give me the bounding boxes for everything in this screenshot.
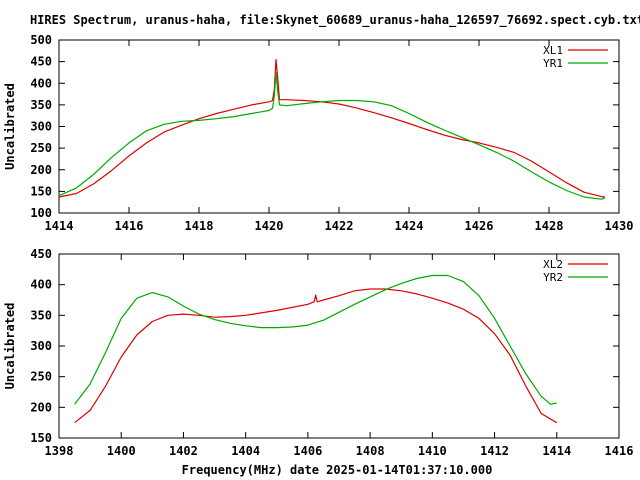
x-tick-label: 1428 [535,219,564,233]
top-panel: 100 150 200 250 300 350 400 450 500 1414 1416 1418 1… [3,33,633,233]
bottom-panel: 150 200 250 300 350 400 450 1398 1400 1402 1404 140… [3,247,633,458]
y-axis-label: Uncalibrated [3,83,17,170]
x-tick-label: 1418 [185,219,214,233]
y-tick-label: 200 [30,400,52,414]
x-tick-label: 1398 [45,444,74,458]
x-tick-label: 1408 [356,444,385,458]
x-tick-label: 1404 [231,444,260,458]
x-tick-label: 1400 [107,444,136,458]
chart-title: HIRES Spectrum, uranus-haha, file:Skynet… [30,13,640,28]
x-axis-label: Frequency(MHz) date 2025-01-14T01:37:10.… [182,463,493,477]
x-tick-label: 1412 [480,444,509,458]
x-tick-label: 1402 [169,444,198,458]
plot-frame [58,39,620,214]
y-tick-label: 150 [30,431,52,445]
plot-frame [58,253,620,439]
legend-label-yr2: YR2 [543,271,563,284]
legend-label-xl1: XL1 [543,44,563,57]
x-tick-label: 1426 [465,219,494,233]
y-tick-label: 100 [30,206,52,220]
y-tick-label: 300 [30,339,52,353]
y-tick-label: 250 [30,141,52,155]
y-tick-label: 350 [30,308,52,322]
y-tick-label: 450 [30,55,52,69]
y-tick-label: 500 [30,33,52,47]
x-tick-label: 1430 [605,219,634,233]
y-tick-label: 450 [30,247,52,261]
y-tick-label: 150 [30,184,52,198]
legend-label-xl2: XL2 [543,258,563,271]
y-tick-label: 250 [30,370,52,384]
x-tick-label: 1406 [293,444,322,458]
series-line-yr1 [58,71,606,200]
legend-label-yr1: YR1 [543,57,563,70]
x-tick-label: 1424 [395,219,424,233]
series-line-yr2 [74,274,557,405]
y-tick-label: 400 [30,278,52,292]
x-tick-label: 1414 [542,444,571,458]
x-tick-label: 1416 [605,444,634,458]
y-tick-label: 300 [30,120,52,134]
x-tick-label: 1410 [418,444,447,458]
x-tick-label: 1414 [45,219,74,233]
y-axis-label: Uncalibrated [3,303,17,390]
x-tick-label: 1416 [115,219,144,233]
y-tick-label: 350 [30,98,52,112]
series-line-xl1 [58,58,606,198]
x-tick-label: 1422 [325,219,354,233]
y-tick-label: 200 [30,163,52,177]
y-tick-label: 400 [30,76,52,90]
x-tick-label: 1420 [255,219,284,233]
series-line-xl2 [74,288,558,424]
